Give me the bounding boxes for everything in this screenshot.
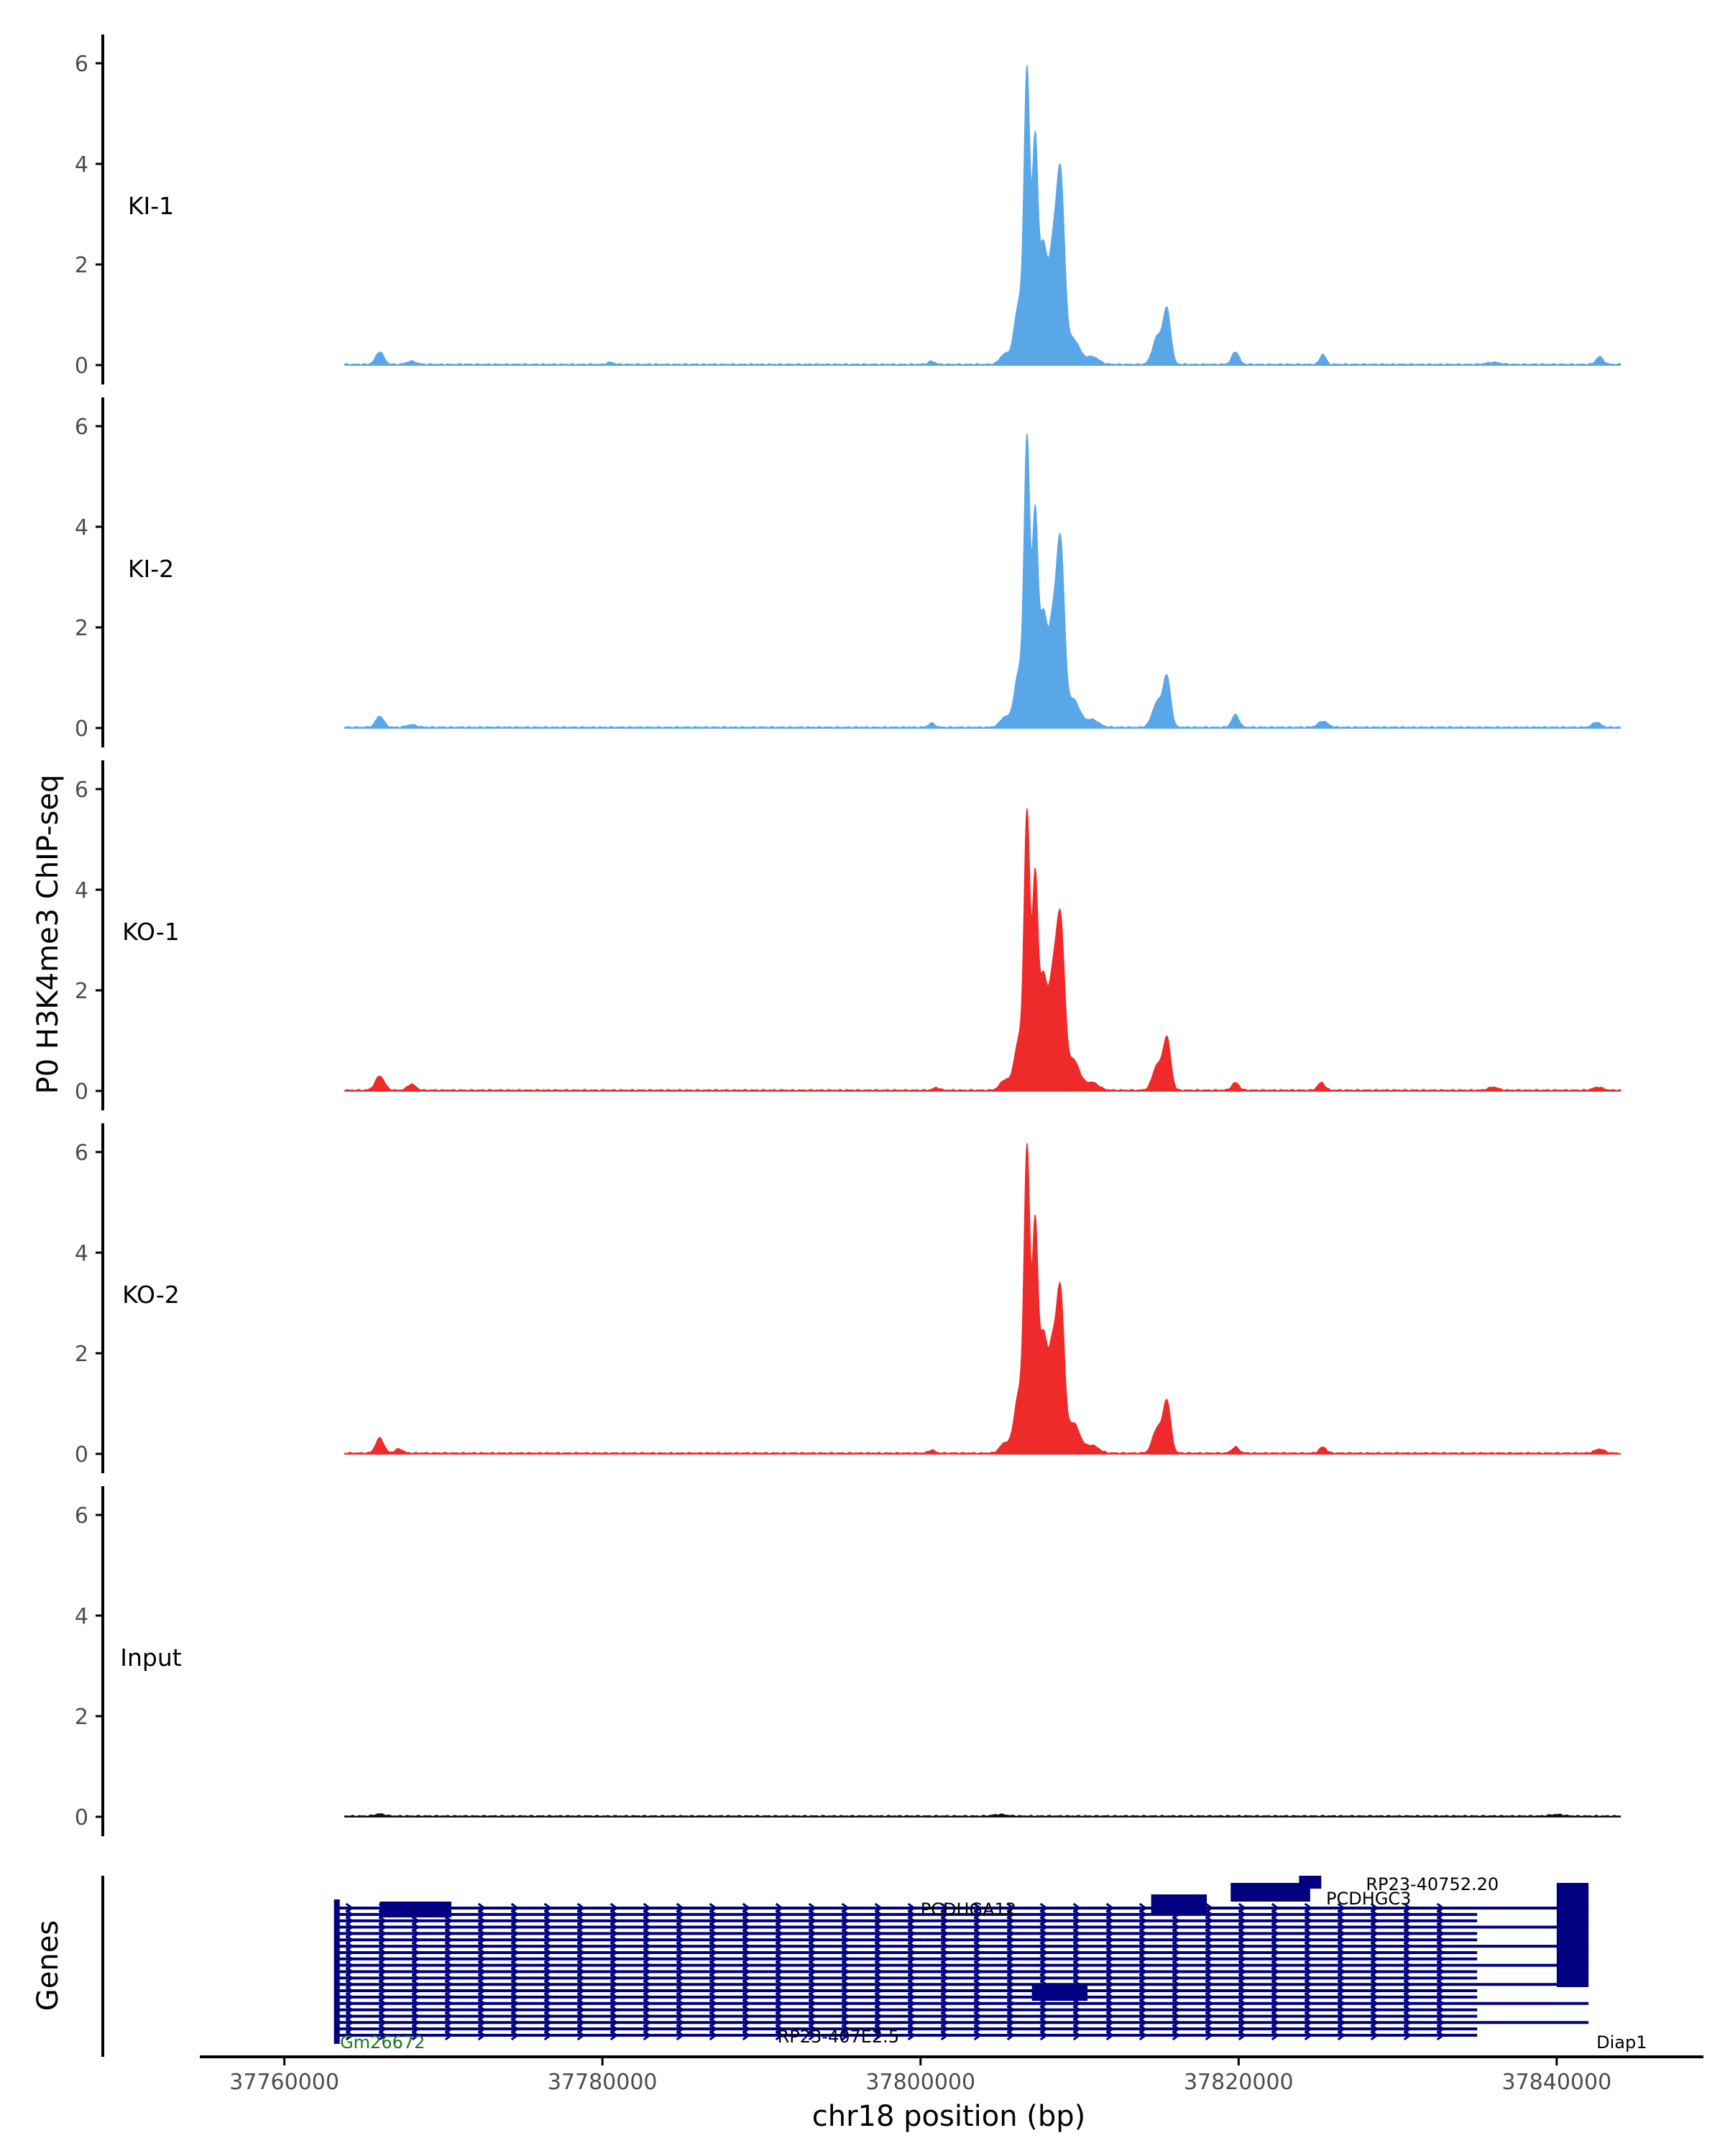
y-tick-label: 0 [75, 717, 88, 742]
strand-arrow [411, 2030, 420, 2041]
track-ki-1: 0 2 4 6 KI-1 [75, 34, 1622, 384]
strand-arrow [510, 2030, 520, 2041]
strand-arrow [1138, 2030, 1148, 2041]
y-tick-label: 0 [75, 1079, 88, 1105]
x-tick-label: 37800000 [865, 2070, 975, 2095]
y-tick-label: 4 [75, 1604, 88, 1629]
strand-arrow [676, 2030, 685, 2041]
track-ki-2: 0 2 4 6 KI-2 [75, 397, 1622, 747]
exon-block [1556, 1883, 1589, 1987]
genes-axis-title: Genes [32, 1920, 65, 2011]
y-tick-label: 2 [75, 616, 88, 641]
y-tick-label: 6 [75, 1503, 88, 1529]
gene-label: PCDHGC3 [1326, 1889, 1411, 1909]
y-tick-label: 4 [75, 1241, 88, 1266]
strand-arrow [973, 2030, 983, 2041]
signal-area-ko-2 [344, 1143, 1622, 1455]
track-input: 0 2 4 6 Input [75, 1486, 1622, 1836]
exon-block [1151, 1894, 1208, 1913]
exon-block [1230, 1883, 1310, 1902]
strand-arrow [1304, 2030, 1313, 2041]
gene-label: RP23-40752.20 [1366, 1874, 1499, 1894]
strand-arrow [841, 2030, 850, 2041]
strand-arrow [643, 2030, 652, 2041]
x-tick-label: 37760000 [229, 2070, 339, 2095]
strand-arrow [1337, 2030, 1346, 2041]
y-tick-label: 2 [75, 253, 88, 278]
strand-arrow [477, 2030, 487, 2041]
strand-arrow [576, 2030, 586, 2041]
y-axis-title: P0 H3K4me3 ChIP-seq [32, 775, 65, 1095]
strand-arrow [1172, 2030, 1181, 2041]
strand-arrow [775, 2030, 784, 2041]
y-tick-label: 6 [75, 1141, 88, 1166]
x-tick-label: 37840000 [1501, 2070, 1611, 2095]
exon-block [1031, 1985, 1088, 2001]
strand-arrow [874, 2030, 883, 2041]
strand-arrow [610, 2030, 619, 2041]
strand-arrow [1271, 2030, 1280, 2041]
signal-area-input [344, 1813, 1622, 1818]
y-tick-label: 6 [75, 778, 88, 803]
strand-arrow [1436, 2030, 1445, 2041]
strand-arrow [808, 2030, 817, 2041]
track-label: Input [120, 1644, 182, 1672]
y-tick-label: 0 [75, 354, 88, 379]
y-tick-label: 2 [75, 979, 88, 1004]
y-tick-label: 4 [75, 878, 88, 903]
transcript-start-edge [334, 1899, 340, 2044]
signal-tracks: 0 2 4 6 KI-1 0 2 4 6 KI-2 0 2 4 6 KO-1 0 2 4 6 KO-2 0 2 4 6 Inpu… [75, 34, 1622, 1836]
signal-area-ki-1 [344, 65, 1622, 366]
strand-arrow [543, 2030, 553, 2041]
exon-block [380, 1902, 451, 1917]
strand-arrow [940, 2030, 949, 2041]
strand-arrow [1403, 2030, 1412, 2041]
y-tick-label: 4 [75, 515, 88, 540]
y-tick-label: 0 [75, 1805, 88, 1830]
track-label: KI-2 [128, 555, 174, 583]
strand-arrow [709, 2030, 718, 2041]
x-axis-title: chr18 position (bp) [812, 2100, 1086, 2133]
y-tick-label: 6 [75, 52, 88, 77]
track-ko-1: 0 2 4 6 KO-1 [75, 760, 1622, 1110]
strand-arrow [907, 2030, 916, 2041]
strand-arrow [742, 2030, 751, 2041]
strand-arrow [1370, 2030, 1379, 2041]
track-label: KI-1 [128, 192, 174, 220]
x-axis: 37760000 37780000 37800000 37820000 37840000 [200, 2055, 1703, 2095]
x-tick-label: 37820000 [1184, 2070, 1294, 2095]
track-ko-2: 0 2 4 6 KO-2 [75, 1123, 1622, 1473]
y-tick-label: 4 [75, 152, 88, 178]
signal-area-ko-1 [344, 808, 1622, 1092]
exon-block [1299, 1876, 1322, 1889]
gene-label: RP23-407E2.5 [778, 2027, 900, 2047]
signal-area-ki-2 [344, 433, 1622, 729]
strand-arrow [1072, 2030, 1082, 2041]
strand-arrow [345, 2030, 354, 2041]
strand-arrow [444, 2030, 454, 2041]
strand-arrow [1006, 2030, 1016, 2041]
track-label: KO-2 [122, 1281, 180, 1309]
strand-arrow [1039, 2030, 1049, 2041]
strand-arrow [378, 2030, 387, 2041]
y-tick-label: 6 [75, 415, 88, 440]
y-tick-label: 2 [75, 1705, 88, 1730]
strand-arrow [1238, 2030, 1247, 2041]
gene-label: Gm26672 [340, 2032, 425, 2053]
y-tick-label: 2 [75, 1342, 88, 1367]
track-label: KO-1 [122, 918, 180, 946]
x-tick-label: 37780000 [548, 2070, 658, 2095]
strand-arrow [1105, 2030, 1115, 2041]
y-tick-label: 0 [75, 1442, 88, 1468]
gene-label: PCDHGA12 [921, 1899, 1016, 1920]
strand-arrow [1205, 2030, 1214, 2041]
gene-label: Diap1 [1596, 2032, 1647, 2053]
